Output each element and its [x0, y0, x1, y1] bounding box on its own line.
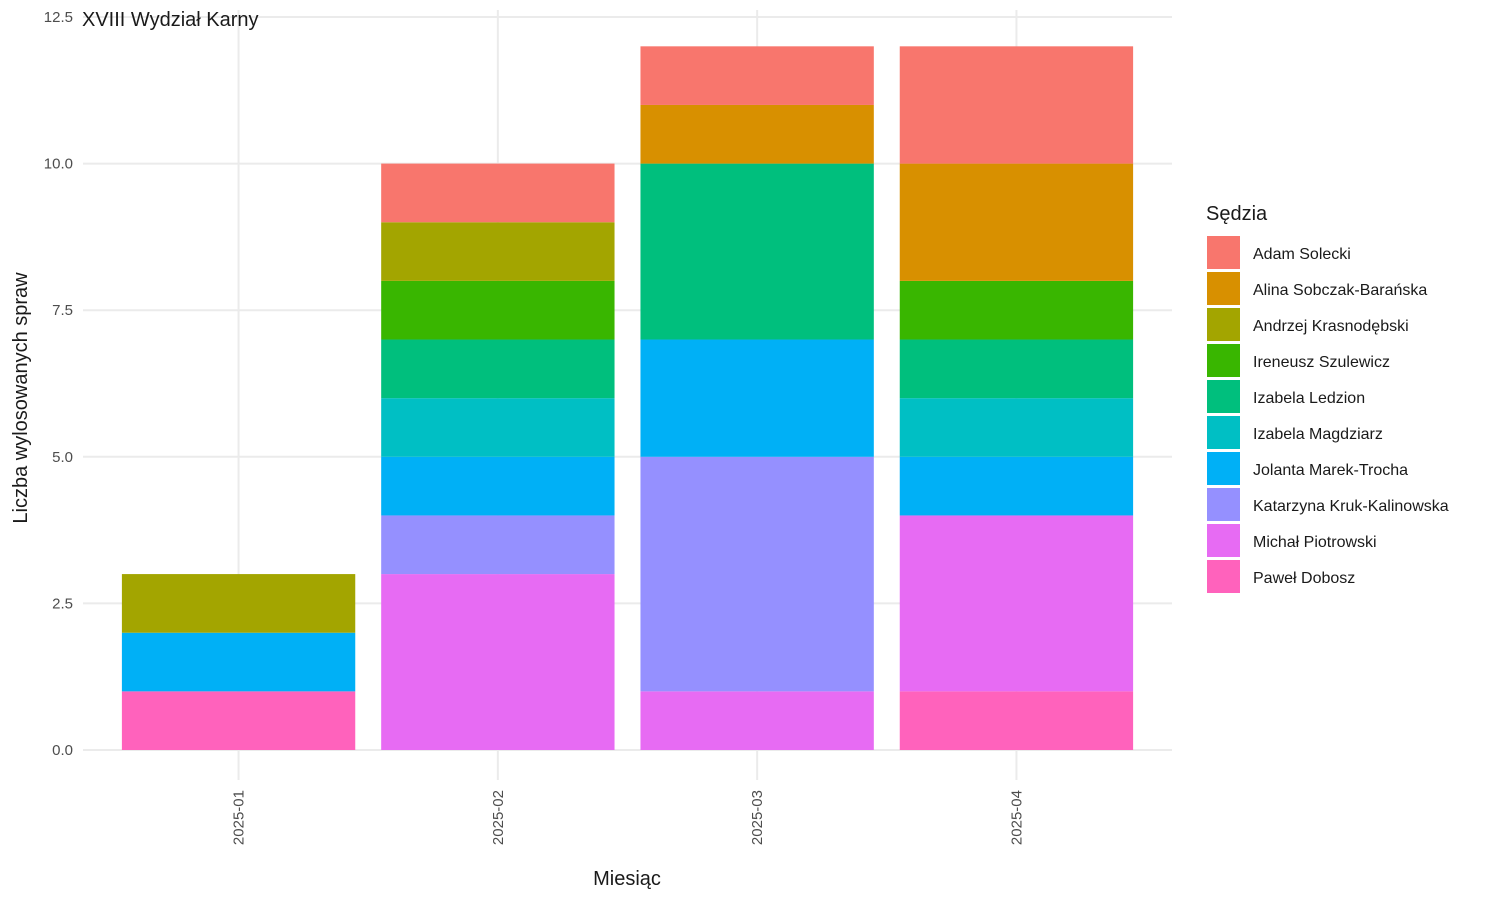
y-tick-label: 5.0	[52, 449, 73, 466]
bar-segment	[640, 691, 874, 750]
bar-segment	[899, 280, 1134, 340]
bar-segment	[121, 691, 356, 750]
bar-segment	[640, 163, 874, 340]
bar-segment	[381, 163, 615, 223]
y-axis-ticks: 0.0 2.5 5.0 7.5 10.0 12.5	[44, 9, 73, 759]
legend-swatch	[1207, 236, 1240, 269]
y-axis-title: Liczba wylosowanych spraw	[10, 272, 32, 524]
x-tick-label: 2025-03	[749, 790, 766, 845]
bar-segment	[640, 339, 874, 457]
bar-segment	[381, 456, 615, 516]
bar-segment	[899, 691, 1134, 750]
bar-segment	[899, 163, 1134, 281]
bars	[121, 46, 1134, 750]
bar-segment	[640, 46, 874, 105]
chart-title: XVIII Wydział Karny	[82, 9, 259, 31]
bar-segment	[640, 456, 874, 692]
bar-segment	[899, 46, 1134, 164]
legend-label: Ireneusz Szulewicz	[1253, 354, 1390, 371]
bar-segment	[381, 398, 615, 457]
x-axis-ticks: 2025-01 2025-02 2025-03 2025-04	[231, 790, 1026, 845]
bar-segment	[121, 574, 356, 633]
bar-segment	[381, 280, 615, 340]
bar-segment	[899, 339, 1134, 399]
legend-label: Alina Sobczak-Barańska	[1253, 282, 1427, 299]
legend-label: Izabela Ledzion	[1253, 390, 1365, 407]
bar-segment	[899, 456, 1134, 516]
bar-segment	[381, 222, 615, 281]
legend-label: Adam Solecki	[1253, 246, 1351, 263]
x-tick-label: 2025-01	[231, 790, 248, 845]
legend: Sędzia Adam Solecki Alina Sobczak-Barańsk…	[1206, 203, 1449, 593]
legend-swatch	[1207, 560, 1240, 593]
bar-segment	[899, 398, 1134, 457]
legend-label: Katarzyna Kruk-Kalinowska	[1253, 498, 1449, 515]
bar-segment	[121, 632, 356, 692]
legend-swatch	[1207, 380, 1240, 413]
legend-label: Paweł Dobosz	[1253, 570, 1355, 587]
legend-title: Sędzia	[1206, 203, 1268, 225]
legend-swatch	[1207, 488, 1240, 521]
bar-segment	[640, 104, 874, 164]
y-tick-label: 2.5	[52, 595, 73, 612]
legend-swatch	[1207, 416, 1240, 449]
y-tick-label: 10.0	[44, 156, 73, 173]
legend-swatch	[1207, 308, 1240, 341]
bar-segment	[381, 339, 615, 399]
legend-swatch	[1207, 452, 1240, 485]
legend-swatch	[1207, 344, 1240, 377]
legend-swatch	[1207, 272, 1240, 305]
legend-label: Michał Piotrowski	[1253, 534, 1377, 551]
legend-swatch	[1207, 524, 1240, 557]
bar-segment	[381, 574, 615, 750]
legend-label: Jolanta Marek-Trocha	[1253, 462, 1408, 479]
bar-segment	[899, 515, 1134, 692]
y-tick-label: 12.5	[44, 9, 73, 26]
x-axis-title: Miesiąc	[593, 868, 661, 890]
y-tick-label: 7.5	[52, 302, 73, 319]
x-tick-label: 2025-02	[490, 790, 507, 845]
x-tick-label: 2025-04	[1008, 790, 1025, 845]
legend-label: Izabela Magdziarz	[1253, 426, 1383, 443]
y-tick-label: 0.0	[52, 742, 73, 759]
legend-label: Andrzej Krasnodębski	[1253, 318, 1409, 335]
bar-segment	[381, 515, 615, 575]
